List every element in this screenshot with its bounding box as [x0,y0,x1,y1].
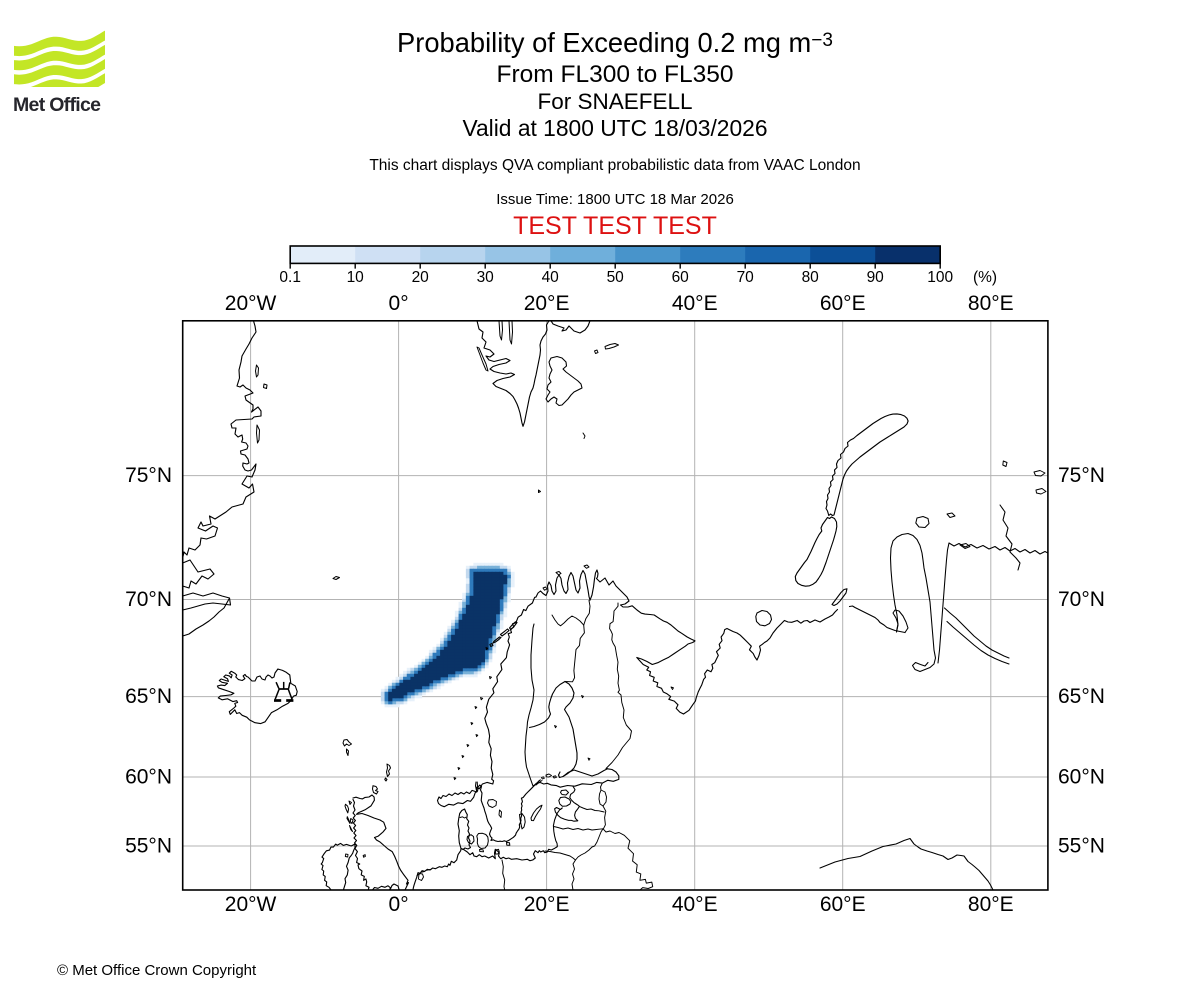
svg-text:40°E: 40°E [672,292,718,315]
svg-text:80°E: 80°E [968,292,1014,315]
svg-text:20: 20 [412,269,430,286]
svg-text:For SNAEFELL: For SNAEFELL [537,89,692,114]
svg-text:50: 50 [607,269,625,286]
svg-text:(%): (%) [973,269,997,286]
svg-text:20°E: 20°E [524,292,570,315]
svg-text:0.1: 0.1 [279,269,301,286]
svg-text:20°W: 20°W [225,893,277,916]
svg-text:100: 100 [927,269,953,286]
svg-text:0°: 0° [389,292,409,315]
svg-text:Issue Time: 1800 UTC 18 Mar 20: Issue Time: 1800 UTC 18 Mar 2026 [496,191,734,208]
svg-text:70°N: 70°N [125,588,172,611]
svg-text:10: 10 [347,269,365,286]
svg-text:This chart displays QVA compli: This chart displays QVA compliant probab… [369,157,860,174]
svg-text:75°N: 75°N [1058,464,1105,487]
svg-text:© Met Office Crown Copyright: © Met Office Crown Copyright [57,962,257,979]
svg-text:60°E: 60°E [820,893,866,916]
svg-text:Met Office: Met Office [13,94,101,116]
svg-text:Valid at 1800 UTC 18/03/2026: Valid at 1800 UTC 18/03/2026 [462,115,767,141]
svg-text:70: 70 [737,269,755,286]
svg-text:55°N: 55°N [125,835,172,858]
svg-text:0°: 0° [389,893,409,916]
svg-text:20°E: 20°E [524,893,570,916]
svg-text:80°E: 80°E [968,893,1014,916]
svg-text:40°E: 40°E [672,893,718,916]
svg-text:55°N: 55°N [1058,835,1105,858]
svg-text:90: 90 [867,269,885,286]
svg-text:40: 40 [542,269,560,286]
svg-text:75°N: 75°N [125,464,172,487]
svg-text:20°W: 20°W [225,292,277,315]
svg-text:60°N: 60°N [1058,766,1105,789]
svg-text:80: 80 [802,269,820,286]
svg-text:30: 30 [477,269,495,286]
svg-text:TEST TEST TEST: TEST TEST TEST [513,212,717,240]
svg-text:60: 60 [672,269,690,286]
svg-text:65°N: 65°N [1058,685,1105,708]
svg-text:From FL300 to FL350: From FL300 to FL350 [497,61,734,88]
svg-text:65°N: 65°N [125,685,172,708]
svg-text:70°N: 70°N [1058,588,1105,611]
svg-text:Probability of Exceeding 0.2 m: Probability of Exceeding 0.2 mg m−3 [397,27,833,58]
svg-text:60°N: 60°N [125,766,172,789]
svg-text:60°E: 60°E [820,292,866,315]
